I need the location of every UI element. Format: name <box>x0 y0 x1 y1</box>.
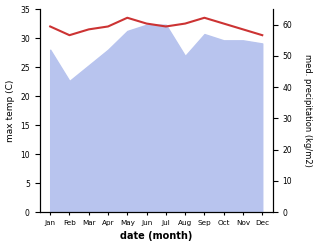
Y-axis label: max temp (C): max temp (C) <box>5 80 15 142</box>
X-axis label: date (month): date (month) <box>120 231 192 242</box>
Y-axis label: med. precipitation (kg/m2): med. precipitation (kg/m2) <box>303 54 313 167</box>
